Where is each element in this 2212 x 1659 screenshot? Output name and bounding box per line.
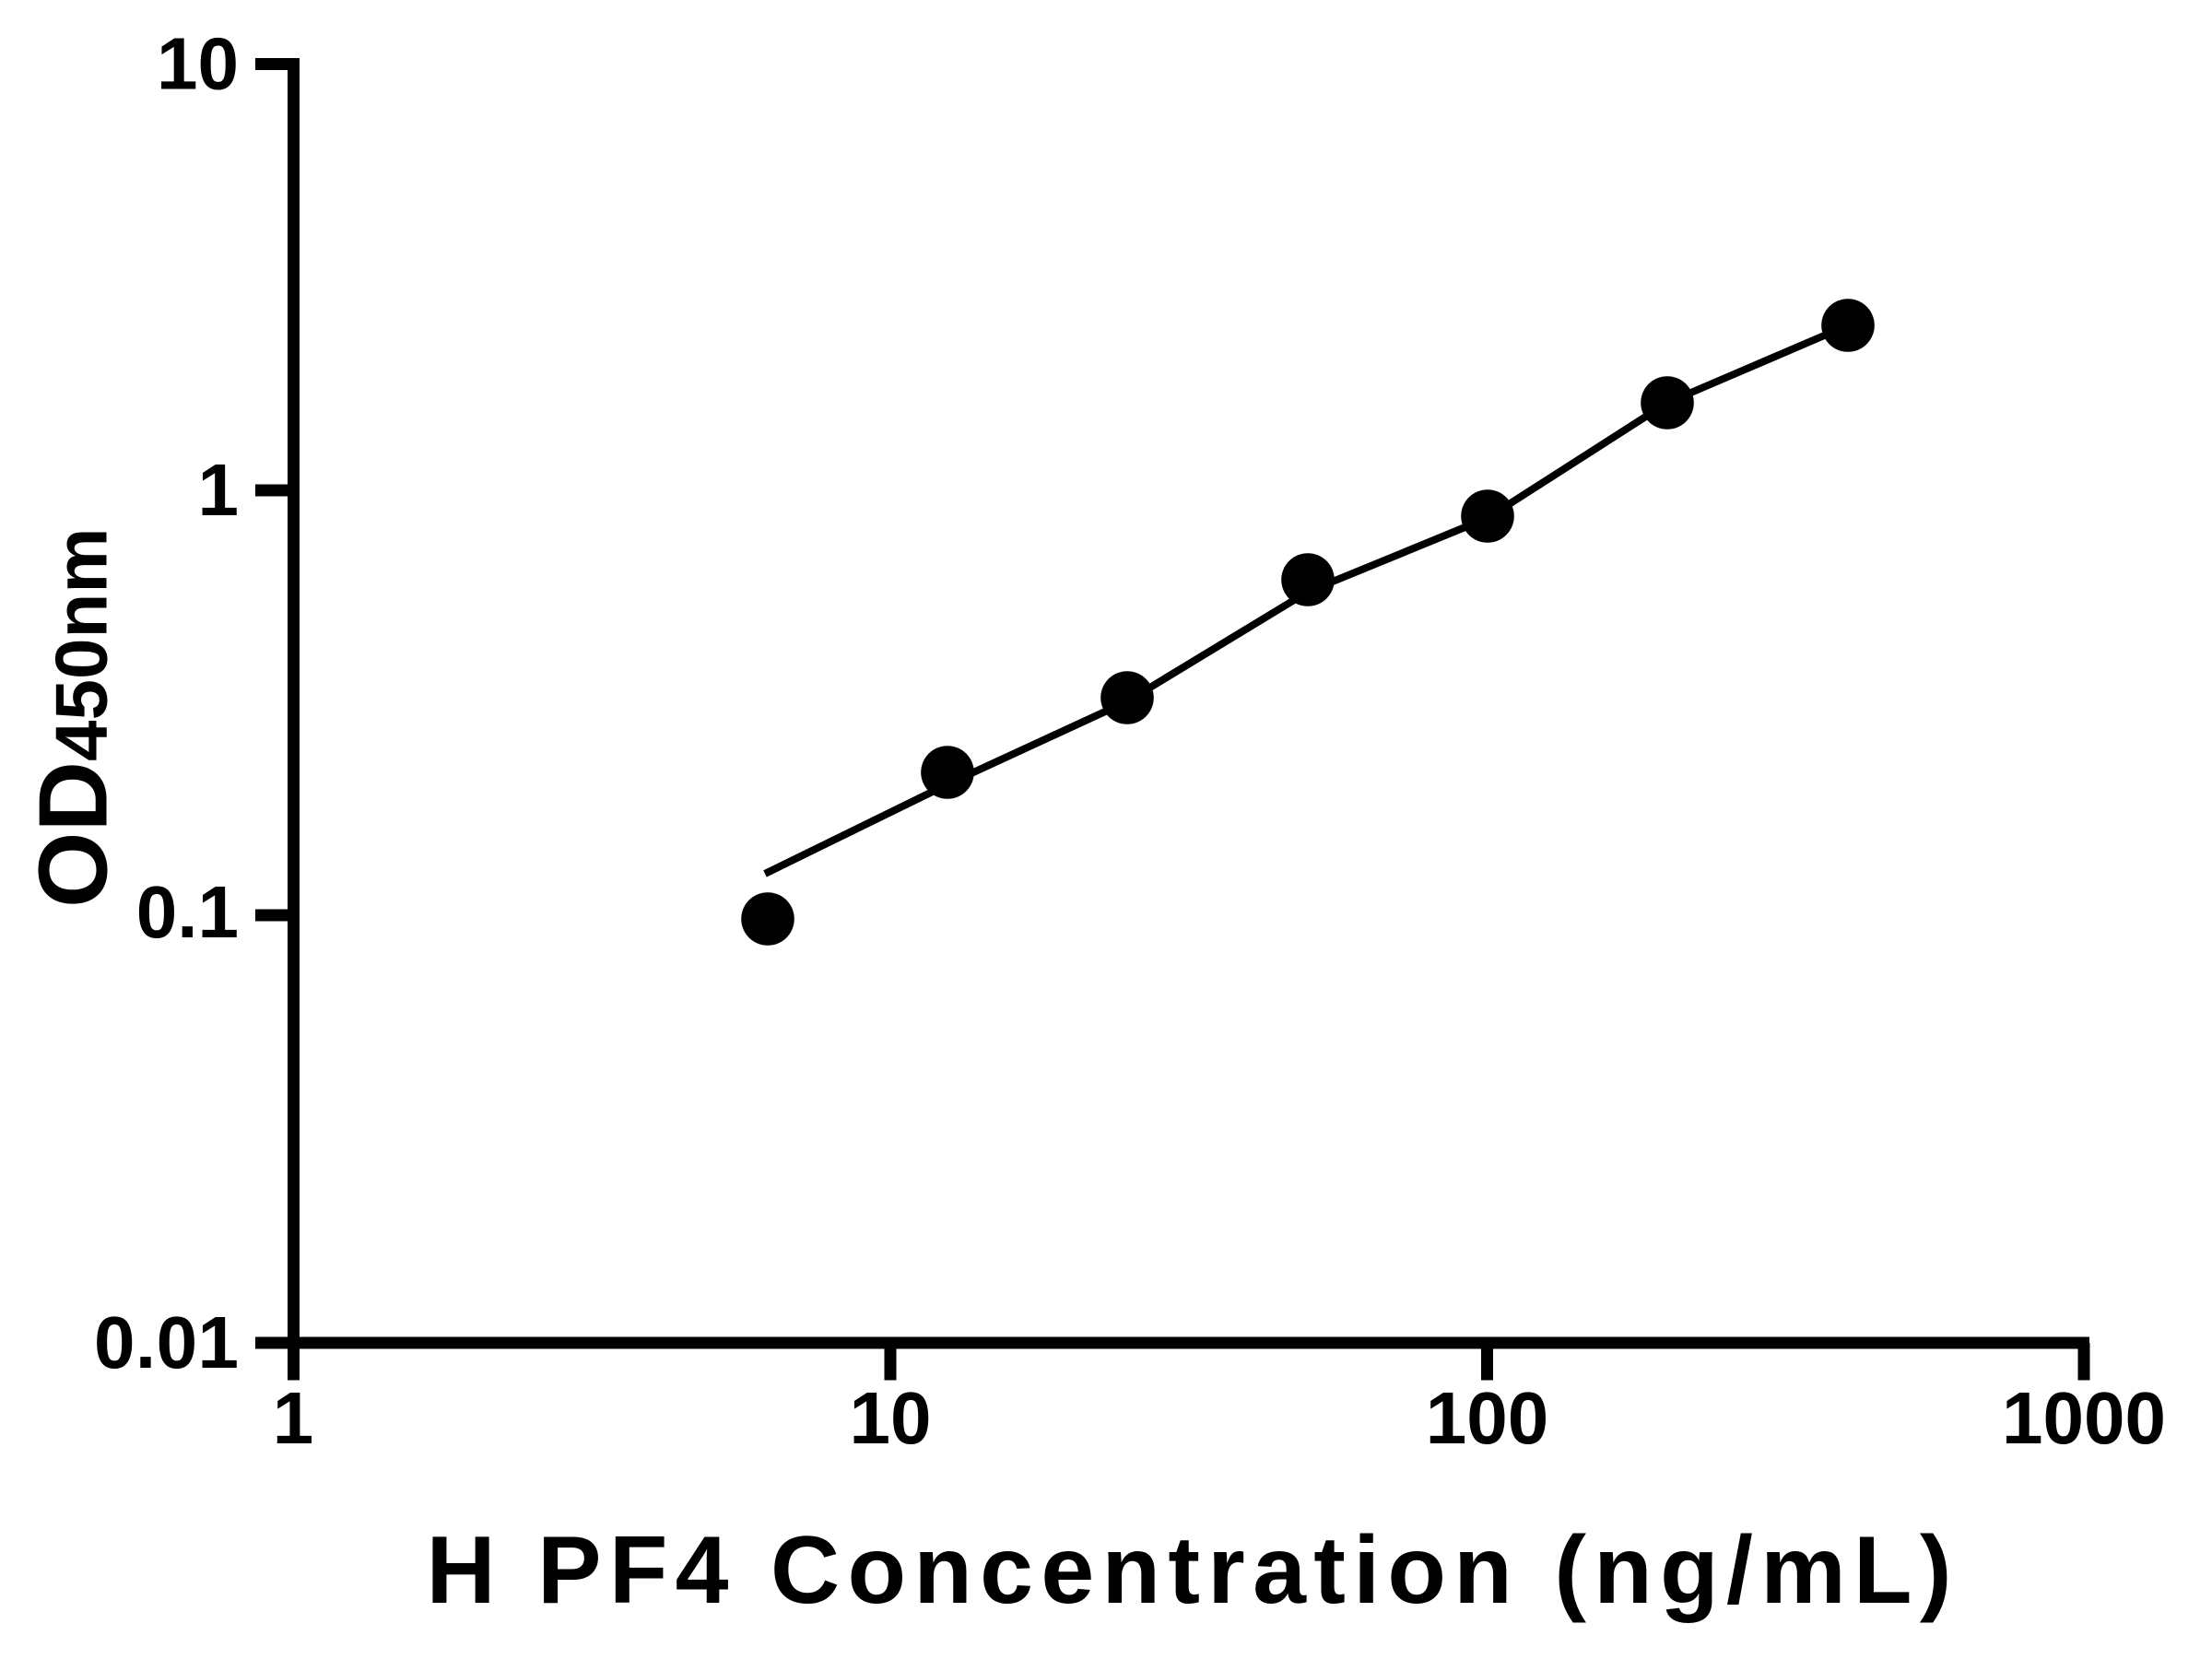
svg-text:10: 10 bbox=[157, 23, 239, 105]
svg-text:OD450nm: OD450nm bbox=[19, 528, 128, 908]
svg-text:1000: 1000 bbox=[2002, 1377, 2166, 1459]
svg-text:100: 100 bbox=[1426, 1377, 1548, 1459]
svg-text:1: 1 bbox=[273, 1377, 314, 1459]
svg-text:0.1: 0.1 bbox=[136, 871, 239, 953]
svg-text:H PF4 Concentration (ng/mL): H PF4 Concentration (ng/mL) bbox=[427, 1517, 1952, 1624]
svg-text:1: 1 bbox=[198, 449, 240, 531]
svg-text:10: 10 bbox=[850, 1377, 932, 1459]
svg-text:0.01: 0.01 bbox=[94, 1301, 239, 1383]
